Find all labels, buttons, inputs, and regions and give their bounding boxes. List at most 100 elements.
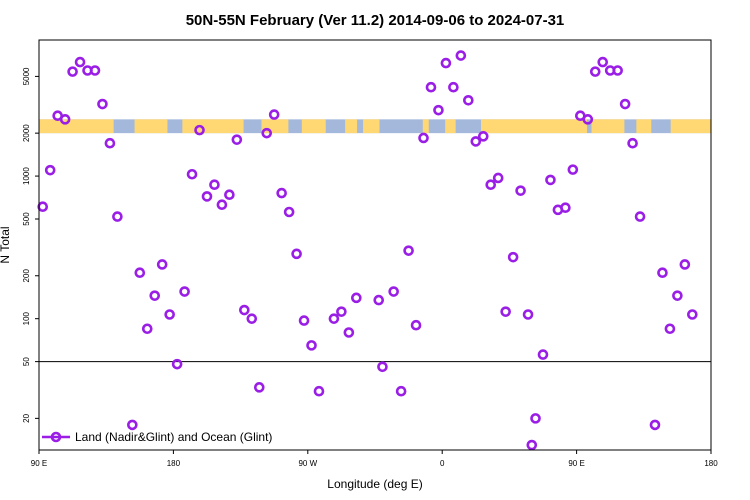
data-point [104, 137, 116, 149]
x-tick-label: 90 E [31, 459, 47, 468]
data-point [112, 211, 123, 222]
data-point [418, 132, 429, 144]
y-tick-label: 500 [22, 212, 31, 226]
data-point [351, 292, 362, 304]
data-point [433, 104, 444, 116]
y-tick-label: 5000 [22, 67, 31, 85]
x-tick-label: 0 [440, 459, 445, 468]
data-point [134, 267, 146, 279]
data-point [67, 66, 78, 77]
data-point [582, 114, 594, 125]
data-point [209, 179, 220, 191]
land-band-segment [591, 119, 625, 134]
land-band-segment [182, 119, 244, 134]
data-point [224, 189, 235, 201]
data-point [687, 309, 698, 320]
data-point [567, 164, 579, 175]
data-point [664, 323, 676, 335]
data-point [164, 309, 175, 320]
land-ocean-band [39, 119, 711, 134]
data-point [492, 172, 504, 184]
data-point [679, 259, 691, 270]
data-point [89, 65, 101, 76]
land-band-segment [445, 119, 456, 134]
land-band-segment [345, 119, 358, 134]
data-point [194, 124, 205, 136]
x-tick-label: 180 [167, 459, 181, 468]
x-tick-label: 90 W [298, 459, 317, 468]
land-band-segment [301, 119, 326, 134]
data-point [526, 439, 538, 451]
data-point [672, 290, 683, 301]
data-point [141, 323, 153, 335]
data-point [291, 248, 302, 260]
data-point [298, 315, 310, 326]
x-tick-label: 90 E [568, 459, 584, 468]
data-point [597, 56, 609, 68]
data-point [186, 168, 198, 180]
legend-label: Land (Nadir&Glint) and Ocean (Glint) [75, 430, 272, 444]
y-tick-label: 100 [22, 311, 31, 325]
land-band-segment [481, 119, 588, 134]
data-point [313, 385, 325, 397]
land-band-segment [363, 119, 380, 134]
data-point [216, 199, 228, 210]
data-point [627, 137, 638, 149]
data-point [515, 185, 526, 196]
data-point [336, 306, 347, 317]
data-point [425, 81, 437, 93]
data-point [522, 309, 534, 320]
data-point [612, 65, 623, 76]
data-point [634, 211, 646, 222]
data-point [246, 313, 258, 324]
y-tick-label: 2000 [22, 124, 31, 142]
y-tick-label: 20 [22, 413, 31, 422]
plot-frame [38, 39, 712, 451]
data-point [373, 294, 385, 306]
data-point [560, 202, 571, 214]
legend-marker-swatch [50, 431, 62, 443]
land-band-segment [39, 119, 114, 134]
data-point [619, 98, 631, 110]
data-point [410, 319, 422, 331]
data-point [507, 251, 519, 263]
data-point [448, 81, 459, 93]
y-axis: 20 50 100 200 500 1000 2000 5000 [22, 67, 39, 423]
data-point [440, 57, 452, 69]
data-point [179, 286, 190, 297]
data-point [156, 259, 168, 270]
x-tick-label: 180 [704, 459, 718, 468]
data-point [149, 290, 161, 301]
y-tick-label: 50 [22, 357, 31, 366]
land-band-segment [134, 119, 168, 134]
land-band-segment [670, 119, 711, 134]
data-point [470, 136, 482, 147]
data-point [403, 245, 414, 256]
land-band-segment [261, 119, 289, 134]
data-point [201, 191, 213, 202]
data-point [239, 304, 250, 316]
x-axis-label: Longitude (deg E) [327, 477, 422, 491]
data-point [395, 385, 407, 397]
data-point [388, 286, 399, 297]
land-band-segment [636, 119, 652, 134]
data-point [171, 358, 183, 370]
data-point [268, 109, 280, 120]
data-point [545, 174, 556, 186]
data-point [589, 66, 601, 77]
land-band-segment [422, 119, 429, 134]
data-point [127, 419, 138, 431]
data-point [74, 56, 86, 68]
data-point [59, 114, 71, 125]
data-point [477, 131, 489, 142]
data-point [44, 164, 56, 176]
data-point [500, 306, 511, 317]
data-point [649, 419, 661, 431]
data-point [343, 327, 355, 338]
data-point [253, 382, 265, 393]
data-point [97, 98, 108, 110]
y-tick-label: 1000 [22, 167, 31, 185]
data-point [37, 201, 49, 212]
x-axis: 90 E 180 90 W 0 90 E 180 [31, 450, 718, 468]
